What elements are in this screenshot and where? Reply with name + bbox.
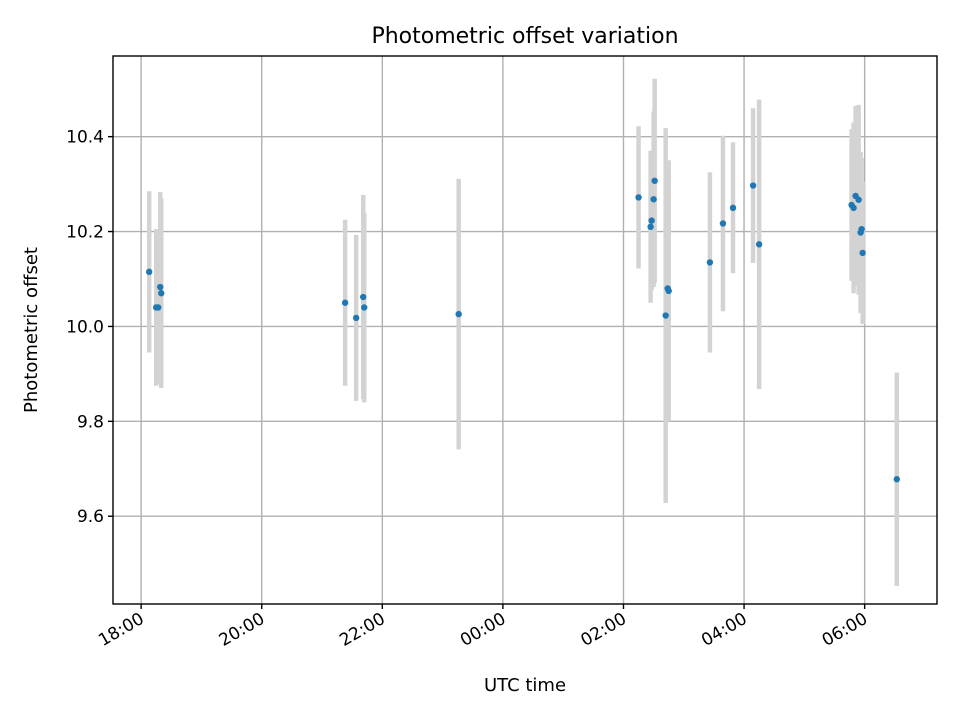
x-tick-label: 06:00 — [819, 609, 871, 651]
data-point — [650, 196, 657, 203]
y-tick-label: 9.8 — [77, 412, 104, 432]
data-point — [755, 241, 763, 248]
x-tick-label: 18:00 — [95, 609, 147, 651]
y-tick-label: 9.6 — [77, 507, 104, 527]
data-point — [855, 196, 862, 203]
x-tick-label: 02:00 — [578, 609, 630, 651]
data-point — [749, 182, 757, 189]
data-point — [858, 225, 865, 233]
data-point — [155, 304, 162, 311]
data-point — [850, 204, 857, 212]
data-point — [145, 268, 153, 276]
grid — [113, 56, 937, 604]
data-point — [651, 177, 658, 184]
data-point — [719, 220, 727, 227]
x-tick-label: 04:00 — [698, 609, 750, 651]
x-tick-label: 00:00 — [457, 609, 509, 651]
data-point — [352, 314, 360, 322]
data-point — [157, 283, 164, 291]
data-point — [729, 204, 737, 212]
y-axis-label: Photometric offset — [21, 247, 42, 413]
data-point — [455, 310, 462, 318]
axis-ticks: 18:00 20:00 22:00 00:00 02:00 04:00 06:00 9.6 9.… — [66, 128, 871, 651]
x-axis-label: UTC time — [484, 675, 566, 696]
data-point — [647, 223, 654, 231]
data-point — [859, 249, 866, 257]
y-tick-label: 10.0 — [66, 317, 104, 337]
data-points — [145, 177, 901, 483]
data-point — [158, 290, 165, 297]
y-tick-label: 10.2 — [66, 223, 104, 243]
data-point — [635, 194, 642, 201]
data-point — [341, 299, 349, 306]
data-point — [706, 259, 714, 266]
y-tick-label: 10.4 — [66, 128, 104, 148]
data-point — [360, 293, 367, 301]
data-point — [361, 304, 368, 311]
x-tick-label: 20:00 — [216, 609, 268, 651]
plot-frame — [112, 55, 938, 605]
data-point — [662, 312, 669, 319]
chart-title: Photometric offset variation — [371, 24, 678, 49]
data-point — [665, 287, 672, 295]
x-tick-label: 22:00 — [336, 609, 388, 651]
data-point — [648, 217, 655, 224]
data-point — [893, 476, 901, 483]
